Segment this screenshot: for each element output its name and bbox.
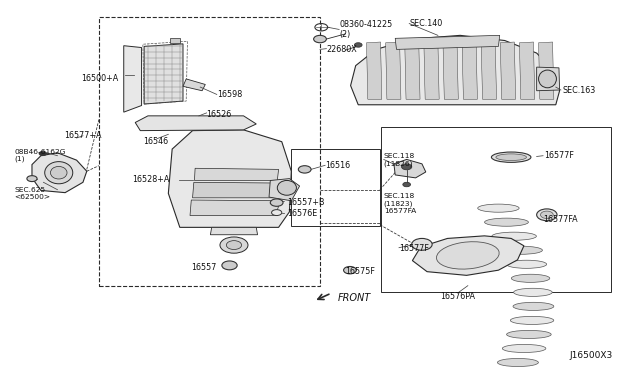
Ellipse shape — [511, 274, 550, 282]
Polygon shape — [124, 46, 141, 112]
Ellipse shape — [513, 302, 554, 310]
Text: 16598: 16598 — [217, 90, 242, 99]
Ellipse shape — [506, 260, 547, 268]
Polygon shape — [412, 236, 524, 275]
Circle shape — [355, 43, 362, 47]
Text: 16500+A: 16500+A — [81, 74, 118, 83]
Text: SEC.118
(11826): SEC.118 (11826) — [384, 153, 415, 167]
Polygon shape — [32, 153, 87, 193]
Ellipse shape — [45, 161, 73, 184]
Circle shape — [270, 199, 283, 206]
Ellipse shape — [539, 70, 556, 88]
Bar — [381, 127, 611, 292]
Text: SEC.163: SEC.163 — [562, 86, 595, 95]
Text: 22680X: 22680X — [326, 45, 357, 54]
Text: J16500X3: J16500X3 — [570, 350, 613, 360]
Circle shape — [271, 210, 282, 215]
Circle shape — [298, 166, 311, 173]
Ellipse shape — [277, 180, 296, 195]
Ellipse shape — [492, 232, 536, 240]
Polygon shape — [195, 168, 278, 180]
Polygon shape — [269, 179, 300, 201]
Text: 16528+A: 16528+A — [132, 175, 170, 184]
Ellipse shape — [497, 359, 538, 366]
Polygon shape — [168, 130, 291, 227]
Polygon shape — [539, 42, 554, 99]
Text: 16577+A: 16577+A — [64, 131, 101, 140]
Polygon shape — [190, 200, 280, 215]
Circle shape — [412, 238, 432, 250]
Polygon shape — [386, 42, 401, 99]
Polygon shape — [193, 182, 279, 198]
Polygon shape — [351, 35, 559, 105]
Circle shape — [227, 241, 242, 250]
Text: SEC.140: SEC.140 — [409, 19, 442, 28]
Polygon shape — [424, 42, 439, 99]
Polygon shape — [367, 42, 382, 99]
Bar — [291, 149, 380, 226]
Polygon shape — [395, 35, 500, 49]
Text: 16576PA: 16576PA — [440, 292, 475, 301]
Polygon shape — [500, 42, 516, 99]
Circle shape — [27, 176, 37, 182]
Circle shape — [540, 211, 553, 218]
Ellipse shape — [496, 154, 527, 161]
Text: 16516: 16516 — [325, 161, 350, 170]
Ellipse shape — [436, 242, 499, 269]
Ellipse shape — [484, 218, 529, 226]
Polygon shape — [462, 42, 477, 99]
Text: 16576E: 16576E — [287, 209, 317, 218]
Circle shape — [344, 266, 356, 274]
Polygon shape — [170, 38, 180, 44]
Text: 16577F: 16577F — [399, 244, 429, 253]
Circle shape — [39, 151, 47, 156]
Circle shape — [314, 35, 326, 43]
Polygon shape — [394, 160, 426, 178]
Text: 16575F: 16575F — [346, 267, 376, 276]
Polygon shape — [183, 79, 205, 91]
Bar — [99, 17, 320, 286]
Ellipse shape — [502, 344, 546, 353]
Ellipse shape — [492, 152, 531, 162]
Text: 16557+B: 16557+B — [287, 199, 324, 208]
Ellipse shape — [507, 330, 551, 339]
Circle shape — [537, 209, 557, 221]
Text: SEC.625
<62500>: SEC.625 <62500> — [14, 187, 51, 200]
Text: 08B46-6162G
(1): 08B46-6162G (1) — [14, 149, 66, 163]
Text: 16546: 16546 — [143, 137, 168, 146]
Ellipse shape — [499, 246, 543, 254]
Text: SEC.118
(11823)
16577FA: SEC.118 (11823) 16577FA — [384, 193, 416, 214]
Ellipse shape — [477, 204, 519, 212]
Circle shape — [222, 261, 237, 270]
Circle shape — [220, 237, 248, 253]
Text: 16577FA: 16577FA — [543, 215, 578, 224]
Text: 08360-41225
(2): 08360-41225 (2) — [339, 20, 392, 39]
Text: 16577F: 16577F — [544, 151, 574, 160]
Text: 16526: 16526 — [207, 110, 232, 119]
Polygon shape — [211, 227, 257, 235]
Polygon shape — [537, 67, 559, 91]
Polygon shape — [404, 42, 420, 99]
Ellipse shape — [510, 316, 554, 324]
Polygon shape — [443, 42, 458, 99]
Text: 16557: 16557 — [191, 263, 217, 272]
Text: FRONT: FRONT — [338, 293, 371, 303]
Ellipse shape — [51, 166, 67, 179]
Ellipse shape — [513, 288, 552, 296]
Circle shape — [403, 182, 410, 187]
Circle shape — [401, 164, 412, 170]
Polygon shape — [144, 44, 183, 104]
Polygon shape — [481, 42, 497, 99]
Polygon shape — [135, 116, 256, 131]
Polygon shape — [520, 42, 535, 99]
